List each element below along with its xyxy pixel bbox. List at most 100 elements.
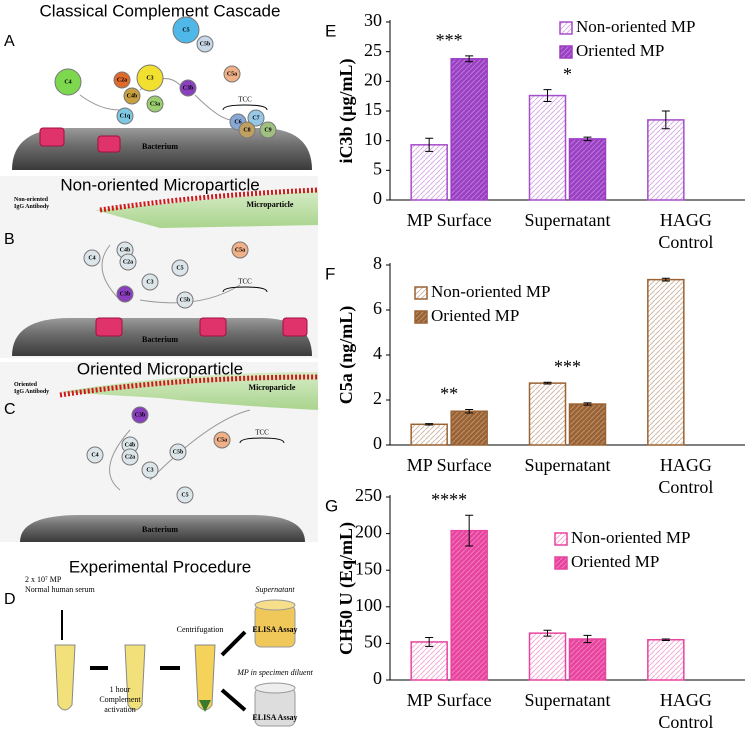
molecule	[86, 446, 104, 464]
particle-label: Microparticle	[249, 383, 296, 392]
bacterium-shape	[20, 515, 305, 542]
significance: *	[563, 64, 572, 84]
bar	[410, 641, 448, 681]
x-tick-label: MP Surface	[407, 210, 492, 230]
y-tick-label: 25	[364, 40, 382, 60]
molecule-label: C4b	[120, 247, 131, 253]
bar	[410, 144, 448, 201]
procedure-drawing	[54, 599, 296, 727]
molecule-label: C2a	[117, 77, 127, 83]
molecule	[131, 406, 149, 424]
microparticle-shape	[95, 190, 318, 228]
y-tick-label: 10	[364, 129, 382, 149]
bar	[450, 58, 488, 201]
complex-bracket	[239, 437, 285, 444]
molecule-label: C4b	[127, 93, 138, 99]
y-tick-label: 50	[364, 632, 382, 652]
molecule-label: C1q	[120, 113, 131, 119]
significance: ****	[431, 489, 467, 509]
x-tick-label: HAGG Control	[658, 690, 713, 732]
legend-swatch	[554, 532, 568, 546]
molecule	[121, 448, 139, 466]
error-bar	[543, 381, 552, 385]
legend-swatch	[414, 286, 428, 300]
error-bar	[543, 629, 552, 637]
molecule-label: C2a	[125, 454, 135, 460]
molecule	[259, 121, 277, 139]
x-tick-label: Supernatant	[525, 455, 611, 475]
molecule	[54, 68, 82, 96]
y-tick-label: 100	[355, 595, 382, 615]
panel-letter: F	[325, 264, 335, 283]
x-tick-label: MP Surface	[407, 455, 492, 475]
significance: ***	[436, 30, 463, 50]
legend-label: Non-oriented MP	[571, 528, 690, 547]
bar	[647, 119, 685, 201]
molecule-label: C2a	[123, 259, 133, 265]
molecule	[238, 121, 256, 139]
molecule	[179, 79, 197, 97]
procedure-label: Centrifugation	[177, 625, 224, 634]
molecule	[247, 109, 265, 127]
y-tick-label: 8	[373, 253, 382, 273]
molecule-label: C3a	[150, 101, 160, 107]
y-axis-label: iC3b (µg/mL)	[336, 59, 357, 164]
molecule	[213, 431, 231, 449]
error-bar	[425, 637, 434, 647]
procedure-label: 2 x 10⁷ MP Normal human serum	[25, 575, 96, 594]
legend-swatch	[559, 45, 573, 59]
error-bar	[465, 514, 474, 547]
molecule	[171, 259, 189, 277]
panel-letter: B	[4, 231, 15, 248]
legend-label: Non-oriented MP	[431, 282, 550, 301]
complex-label: TCC	[255, 429, 269, 437]
molecule-label: C6	[234, 119, 241, 125]
molecule-label: C5	[181, 492, 188, 498]
surface-label: Bacterium	[142, 335, 178, 344]
bar	[450, 529, 488, 681]
y-tick-label: 15	[364, 99, 382, 119]
molecule-label: C5b	[200, 41, 211, 47]
error-bar	[465, 408, 474, 414]
error-bar	[425, 137, 434, 152]
particle-label: Microparticle	[247, 200, 294, 209]
procedure-label: ELISA Assay	[252, 625, 297, 634]
molecule-label: C4	[88, 255, 95, 261]
molecule	[231, 241, 249, 259]
y-tick-label: 6	[373, 298, 382, 318]
legend-swatch	[414, 310, 428, 324]
molecule-label: C4b	[125, 442, 136, 448]
molecule-label: C5a	[227, 71, 237, 77]
procedure-label: ELISA Assay	[252, 713, 297, 722]
molecule-label: C7	[252, 115, 259, 121]
molecule	[176, 486, 194, 504]
bacterium-shape	[12, 128, 312, 170]
molecule-label: C3b	[135, 412, 146, 418]
y-tick-label: 2	[373, 388, 382, 408]
panel-letter: D	[4, 591, 16, 608]
y-tick-label: 0	[373, 668, 382, 688]
bar	[647, 278, 685, 446]
legend-label: Non-oriented MP	[576, 17, 695, 36]
bar	[568, 638, 607, 681]
molecule	[172, 16, 200, 44]
molecule	[176, 291, 194, 309]
complex-label: TCC	[238, 278, 252, 286]
molecule	[146, 95, 164, 113]
y-tick-label: 5	[373, 158, 382, 178]
procedure-label: 1 hour Complement activation	[99, 685, 141, 714]
panel-letter: C	[4, 401, 16, 418]
molecule	[136, 64, 164, 92]
membrane-pores	[39, 127, 308, 337]
molecule-label: C5	[182, 27, 189, 33]
complex-bracket	[222, 286, 268, 293]
panel-title: Non-oriented Microparticle	[60, 175, 259, 194]
x-tick-label: MP Surface	[407, 690, 492, 710]
procedure-label: MP in specimen diluent	[236, 668, 313, 677]
y-tick-label: 200	[355, 522, 382, 542]
complex-label: TCC	[238, 96, 252, 104]
x-tick-label: Supernatant	[525, 210, 611, 230]
molecule	[116, 285, 134, 303]
